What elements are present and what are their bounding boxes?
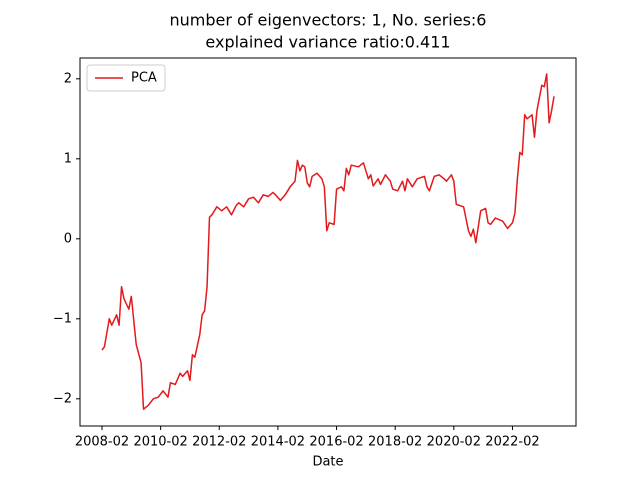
- legend-box: [86, 64, 166, 92]
- x-tick-label: 2012-02: [192, 435, 246, 450]
- plot-frame: [79, 57, 577, 427]
- y-tick-label: 1: [64, 151, 72, 166]
- chart-title: number of eigenvectors: 1, No. series:6: [170, 11, 487, 30]
- chart-title: explained variance ratio:0.411: [205, 33, 450, 52]
- x-tick-label: 2014-02: [251, 435, 305, 450]
- x-axis-label: Date: [312, 455, 343, 470]
- y-tick-label: −1: [53, 311, 72, 326]
- line-series: [101, 73, 555, 410]
- y-tick-label: 0: [64, 231, 72, 246]
- x-tick-label: 2020-02: [427, 435, 481, 450]
- x-tick-label: 2018-02: [368, 435, 422, 450]
- x-tick-label: 2016-02: [309, 435, 363, 450]
- legend-label: PCA: [131, 71, 157, 86]
- x-tick-label: 2010-02: [133, 435, 187, 450]
- x-tick-label: 2008-02: [75, 435, 129, 450]
- x-tick-label: 2022-02: [485, 435, 539, 450]
- y-tick-label: −2: [53, 391, 72, 406]
- y-tick-label: 2: [64, 71, 72, 86]
